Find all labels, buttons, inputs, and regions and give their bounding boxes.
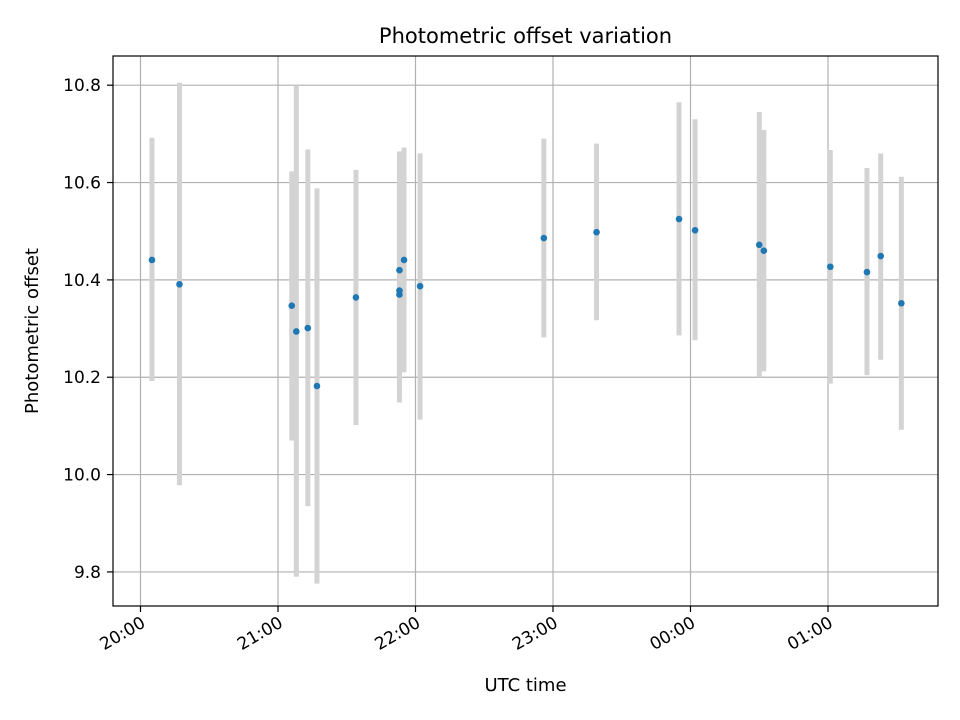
data-point	[304, 324, 312, 332]
data-point	[863, 268, 871, 276]
y-tick-label: 9.8	[74, 563, 101, 583]
x-axis-label: UTC time	[484, 675, 566, 696]
x-tick-label: 22:00	[372, 613, 424, 655]
data-point	[148, 256, 156, 264]
data-point	[593, 228, 600, 236]
y-tick-label: 10.4	[63, 271, 101, 291]
x-tick-label: 20:00	[97, 613, 149, 655]
y-tick-label: 10.0	[63, 466, 101, 486]
x-tick-label: 21:00	[234, 613, 286, 655]
data-point	[288, 302, 296, 309]
x-tick-label: 23:00	[509, 613, 561, 655]
data-point	[293, 328, 300, 335]
grid-layer	[113, 56, 938, 606]
y-tick-label: 10.6	[63, 174, 101, 194]
data-point	[416, 282, 424, 290]
y-axis-ticks: 9.8 10.0 10.2 10.4 10.6 10.8	[63, 76, 113, 583]
data-point	[877, 252, 885, 260]
data-point	[396, 266, 403, 274]
data-point	[176, 280, 183, 288]
x-axis-ticks: 20:00 21:00 22:00 23:00 00:00 01:00	[97, 606, 837, 655]
data-point	[313, 382, 321, 390]
x-tick-label: 01:00	[784, 613, 836, 655]
data-point	[352, 294, 360, 301]
errorbar-layer	[149, 82, 904, 584]
point-layer	[148, 215, 905, 390]
chart-title: Photometric offset variation	[379, 24, 672, 48]
data-point	[760, 247, 768, 254]
data-point	[400, 256, 408, 264]
data-point	[755, 241, 763, 249]
data-point	[540, 234, 548, 242]
data-point	[898, 299, 905, 307]
data-point	[396, 287, 403, 294]
y-tick-label: 10.2	[63, 368, 101, 388]
data-point	[691, 226, 699, 234]
plot-frame	[112, 55, 939, 607]
y-tick-label: 10.8	[63, 76, 101, 96]
y-axis-label: Photometric offset	[22, 248, 43, 414]
data-point	[675, 215, 683, 223]
x-tick-label: 00:00	[647, 613, 699, 655]
data-point	[826, 263, 834, 271]
